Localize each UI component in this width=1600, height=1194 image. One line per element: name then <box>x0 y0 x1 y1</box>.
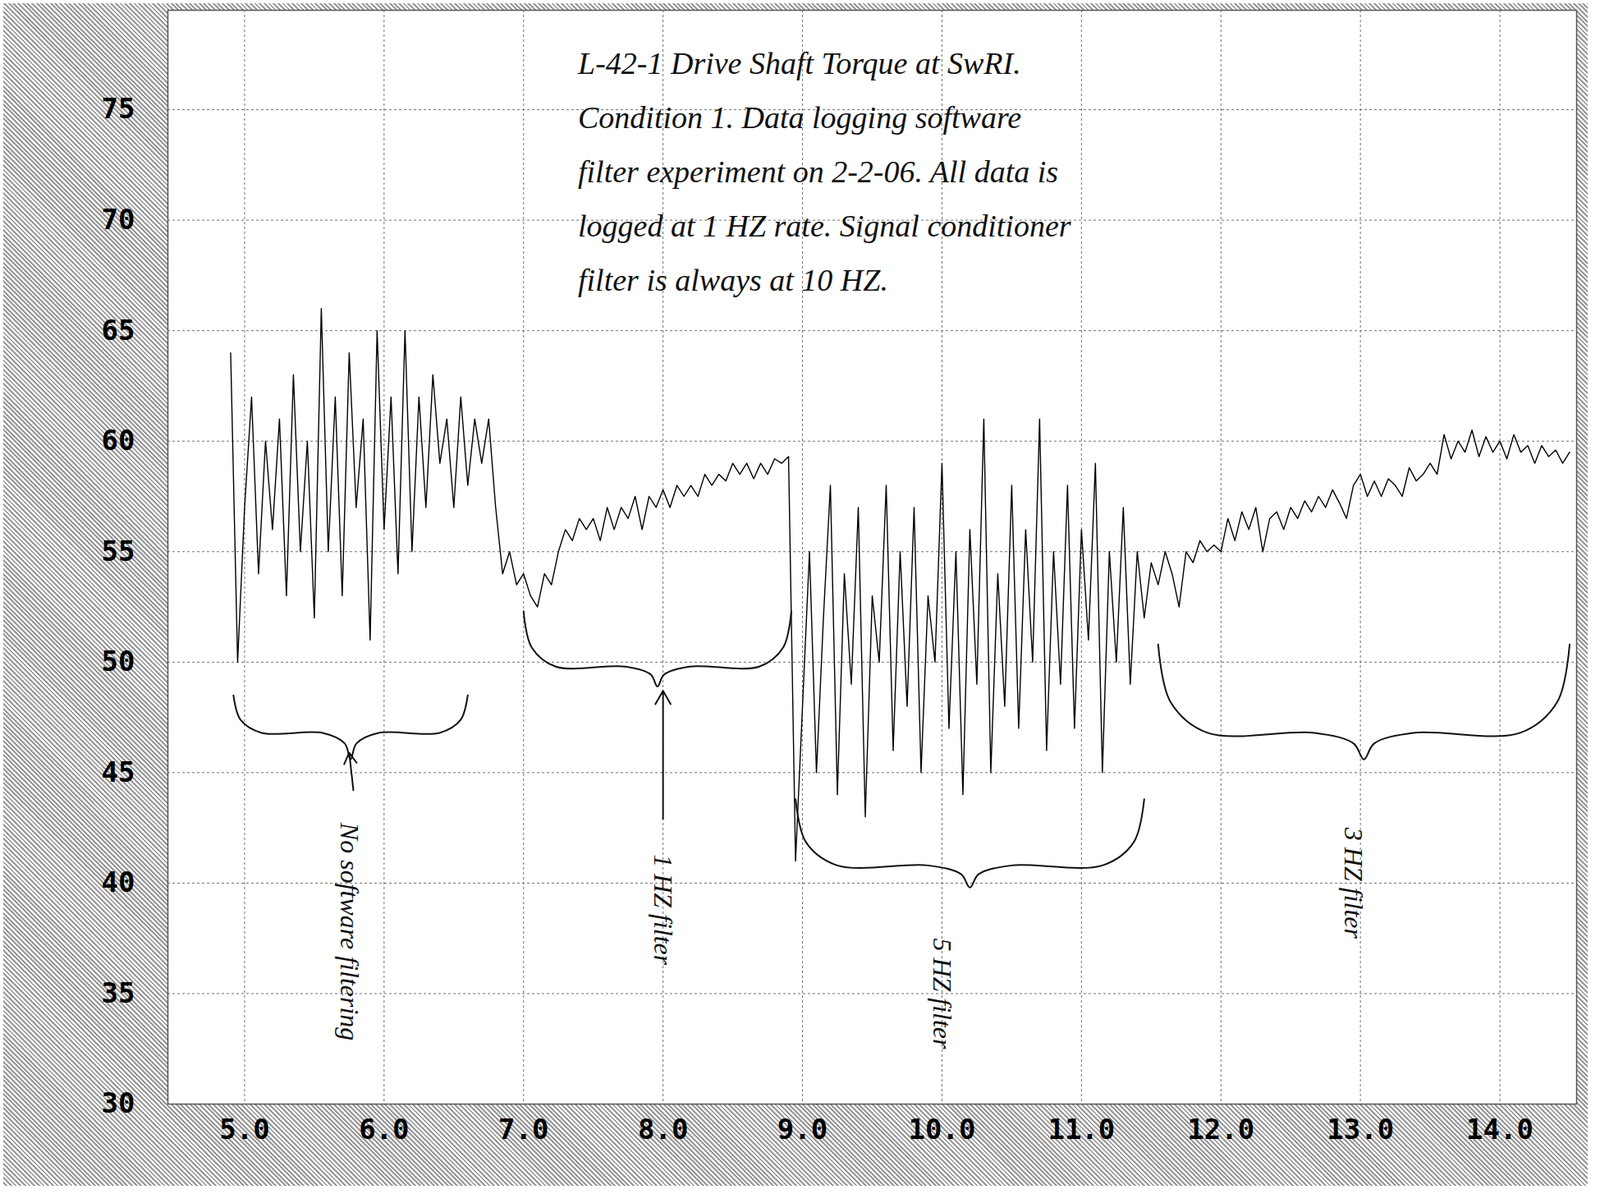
svg-text:6.0: 6.0 <box>358 1112 409 1146</box>
html-text:Condition 1. Data logging soft: Condition 1. Data logging software <box>577 100 1022 135</box>
svg-text:9.0: 9.0 <box>777 1112 828 1146</box>
svg-text:40: 40 <box>101 865 136 899</box>
svg-text:3 HZ filter: 3 HZ filter <box>1338 826 1369 940</box>
svg-text:No software filtering: No software filtering <box>334 821 365 1041</box>
svg-text:1 HZ filter: 1 HZ filter <box>648 853 679 966</box>
svg-text:5 HZ filter: 5 HZ filter <box>927 937 958 1050</box>
svg-text:11.0: 11.0 <box>1047 1112 1115 1146</box>
html-text:filter is always at 10 HZ.: filter is always at 10 HZ. <box>577 262 889 298</box>
svg-text:7.0: 7.0 <box>498 1112 549 1146</box>
svg-text:5.0: 5.0 <box>219 1112 270 1146</box>
svg-text:10.0: 10.0 <box>908 1112 977 1146</box>
svg-text:55: 55 <box>101 534 136 568</box>
html-text:logged at 1 HZ rate. Signal co: logged at 1 HZ rate. Signal conditioner <box>577 208 1071 243</box>
svg-text:45: 45 <box>101 755 136 789</box>
svg-text:75: 75 <box>101 91 136 125</box>
svg-text:60: 60 <box>101 423 136 457</box>
svg-text:12.0: 12.0 <box>1187 1112 1255 1146</box>
svg-text:35: 35 <box>101 976 136 1009</box>
svg-text:30: 30 <box>101 1086 136 1119</box>
svg-text:14.0: 14.0 <box>1466 1112 1534 1146</box>
svg-text:13.0: 13.0 <box>1326 1112 1394 1146</box>
html-text:filter experiment on 2-2-06. A: filter experiment on 2-2-06. All data is <box>577 154 1059 189</box>
svg-text:65: 65 <box>101 313 136 347</box>
svg-text:70: 70 <box>101 202 136 236</box>
svg-text:50: 50 <box>101 644 136 678</box>
html-text:L-42-1 Drive Shaft Torque at S: L-42-1 Drive Shaft Torque at SwRI. <box>577 45 1022 81</box>
svg-text:8.0: 8.0 <box>637 1112 688 1146</box>
